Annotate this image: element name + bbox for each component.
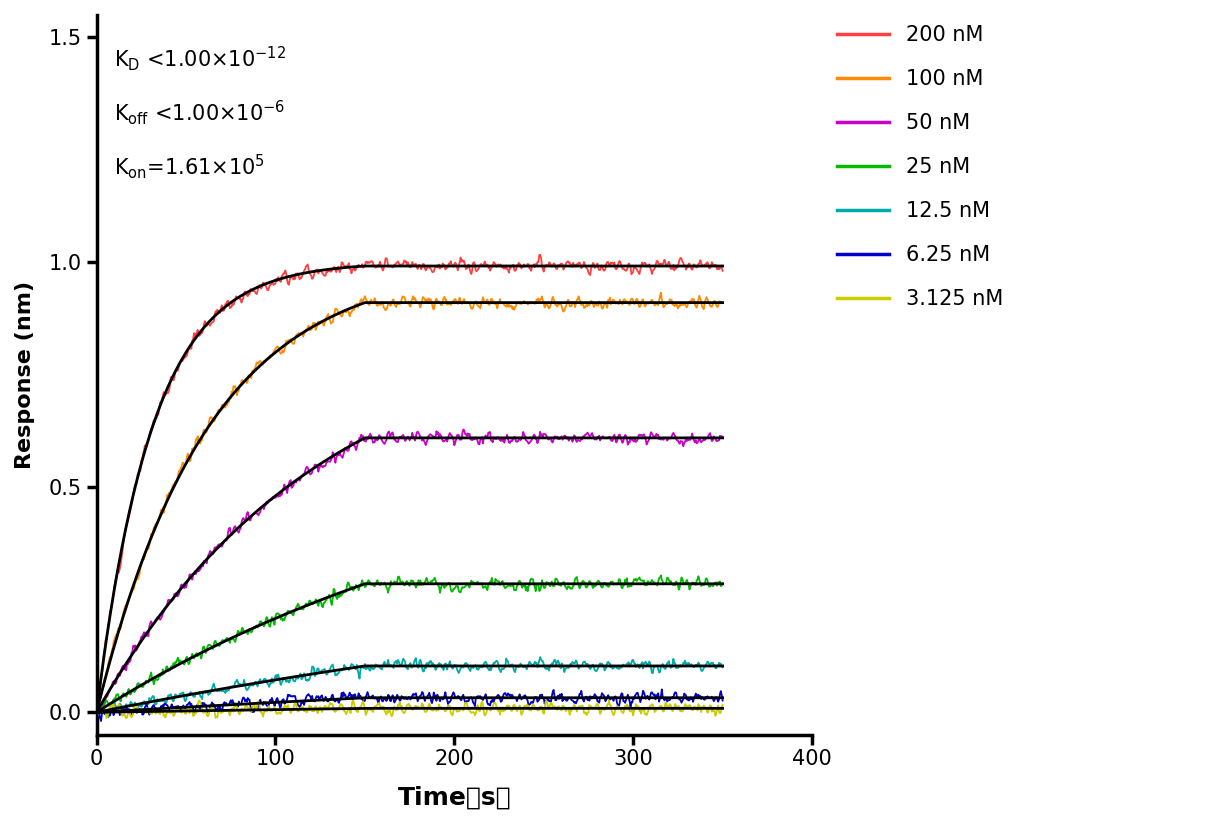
Text: K$_{\rm off}$ <1.00×10$^{-6}$: K$_{\rm off}$ <1.00×10$^{-6}$ xyxy=(115,98,286,126)
Text: K$_{\rm D}$ <1.00×10$^{-12}$: K$_{\rm D}$ <1.00×10$^{-12}$ xyxy=(115,44,287,73)
Y-axis label: Response (nm): Response (nm) xyxy=(15,280,34,469)
Legend: 200 nM, 100 nM, 50 nM, 25 nM, 12.5 nM, 6.25 nM, 3.125 nM: 200 nM, 100 nM, 50 nM, 25 nM, 12.5 nM, 6… xyxy=(837,26,1003,309)
X-axis label: Time（s）: Time（s） xyxy=(398,786,511,810)
Text: K$_{\rm on}$=1.61×10$^{5}$: K$_{\rm on}$=1.61×10$^{5}$ xyxy=(115,152,265,181)
